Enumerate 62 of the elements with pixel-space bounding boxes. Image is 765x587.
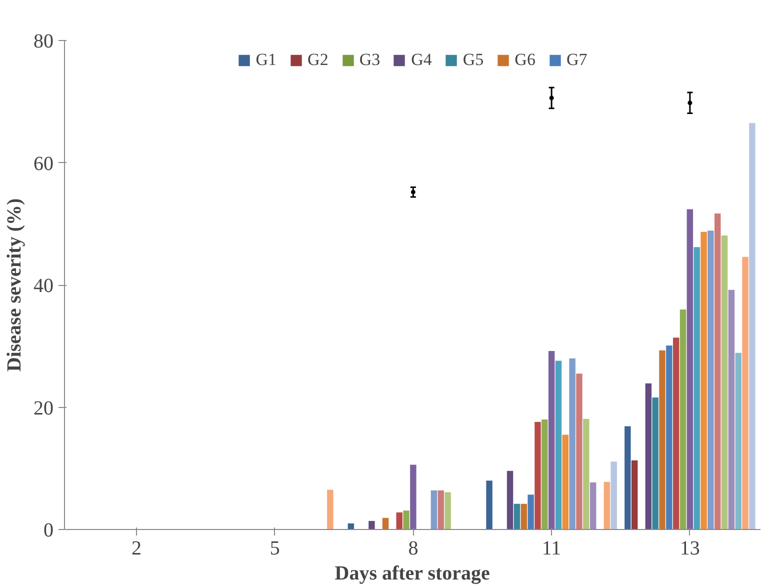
bar [708,230,714,530]
bar [694,247,700,530]
bar [749,123,756,530]
bar [438,490,444,530]
bar [590,482,596,530]
bar [604,482,610,530]
bar [742,256,748,530]
bar [548,351,555,530]
bar [542,419,548,530]
bar [528,494,534,530]
bar [430,490,438,530]
y-tick-label: 0 [44,520,54,542]
x-tick-label: 2 [131,538,142,560]
bar [534,422,541,530]
x-axis-title: Days after storage [334,562,490,584]
bar [506,470,514,530]
y-tick-label: 60 [34,152,54,175]
bar [382,518,389,530]
bar [396,512,402,530]
x-tick-label: 5 [270,538,280,560]
bar [555,360,562,530]
bar [700,232,707,530]
bar [680,309,686,530]
bar [368,520,375,530]
bar [569,358,576,530]
bar [652,397,658,530]
bar [672,338,680,530]
y-axis-title: Disease severity (%) [4,198,26,372]
bar [444,492,451,530]
bar [624,426,631,530]
legend-label: G2 [308,50,328,70]
bar [735,352,742,530]
x-tick-label: 11 [542,538,562,560]
legend-label: G7 [566,50,588,70]
bar [686,209,694,530]
bar [659,350,666,530]
legend-label: G6 [514,50,536,70]
y-tick-label: 80 [34,30,54,52]
bar [576,374,582,530]
y-tick-label: 40 [34,275,54,297]
bar [562,434,569,530]
legend-label: G5 [462,50,484,70]
bar [486,480,492,530]
bar [610,462,617,530]
x-tick-label: 8 [408,538,418,560]
bar [520,504,527,530]
bar [714,213,721,530]
bar [514,504,520,530]
bar [403,510,410,530]
legend-label: G4 [411,50,432,70]
x-tick-label: 13 [680,538,700,560]
bar [645,383,652,530]
bar [327,490,334,530]
y-tick-label: 20 [34,397,54,420]
bar [728,290,735,530]
bar [583,418,590,530]
bar [631,460,638,530]
bar [666,346,672,530]
bar [721,235,728,530]
legend-label: G1 [256,50,277,70]
legend-label: G3 [359,50,380,70]
bar [410,464,416,530]
